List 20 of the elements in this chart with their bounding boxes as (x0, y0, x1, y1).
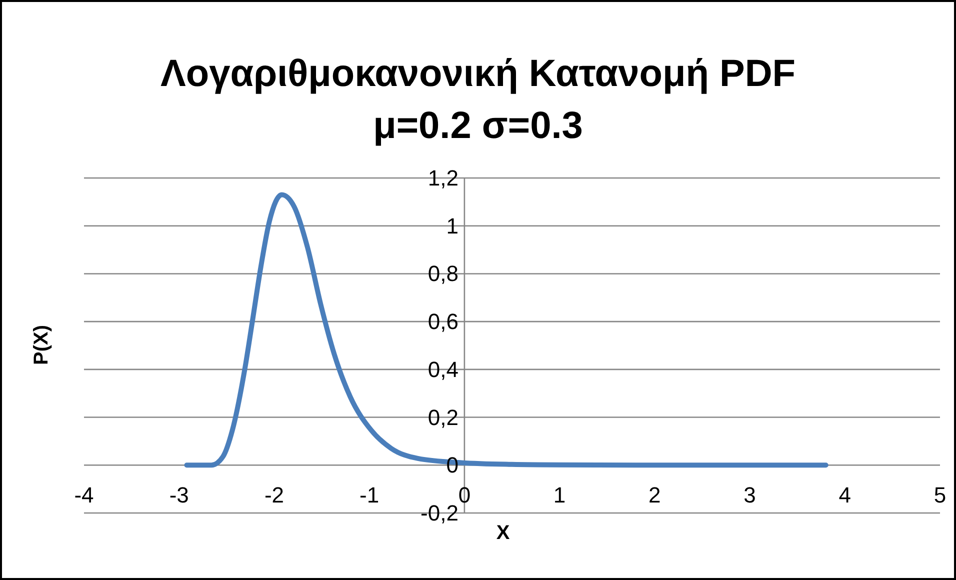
y-tick-label: 0,8 (428, 261, 458, 286)
y-tick-label: 0,2 (428, 404, 458, 430)
x-tick-label: -1 (360, 482, 380, 508)
y-tick-label: 0,6 (428, 309, 458, 334)
x-axis-title: X (496, 522, 510, 544)
y-tick-label: 1 (446, 213, 458, 238)
y-tick-label: 1,2 (428, 166, 458, 190)
chart-title: Λογαριθμοκανονική Κατανομή PDF (160, 52, 796, 97)
x-tick-label: -4 (74, 482, 94, 508)
y-tick-label: -0,2 (420, 500, 458, 526)
chart-subtitle: μ=0.2 σ=0.3 (372, 104, 584, 149)
y-tick-label: 0,4 (428, 356, 458, 382)
x-tick-label: -2 (264, 482, 284, 508)
x-tick-label: 4 (838, 482, 852, 508)
x-tick-label: 3 (744, 482, 756, 508)
y-axis-title: P(X) (30, 325, 54, 365)
x-tick-label: 1 (553, 482, 566, 508)
x-tick-label: 5 (934, 482, 946, 508)
x-tick-label: -3 (169, 482, 189, 508)
x-tick-label: 2 (648, 482, 661, 508)
